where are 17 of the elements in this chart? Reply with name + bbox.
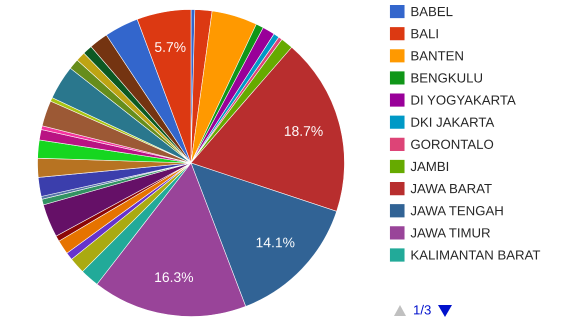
legend-label: BABEL <box>412 6 453 16</box>
data-label: 5.7% <box>154 42 186 52</box>
legend-label: GORONTALO <box>411 140 494 149</box>
legend-label: BALI <box>412 29 438 38</box>
legend-label: DKI JAKARTA <box>412 118 494 127</box>
text: 1/3 <box>414 304 431 315</box>
legend-label: BANTEN <box>412 51 463 60</box>
legend-label: KALIMANTAN BARAT <box>412 250 540 260</box>
data-label: 18.7% <box>284 126 323 136</box>
legend-label: JAWA TIMUR <box>410 228 490 238</box>
legend-label: JAWA TENGAH <box>410 206 503 216</box>
data-label: 16.3% <box>155 272 194 282</box>
data-label: 14.1% <box>256 238 294 248</box>
legend-label: DI YOGYAKARTA <box>412 95 516 105</box>
legend-label: JAMBI <box>410 162 448 172</box>
legend-label: BENGKULU <box>412 73 482 83</box>
legend-label: JAWA BARAT <box>410 184 492 194</box>
